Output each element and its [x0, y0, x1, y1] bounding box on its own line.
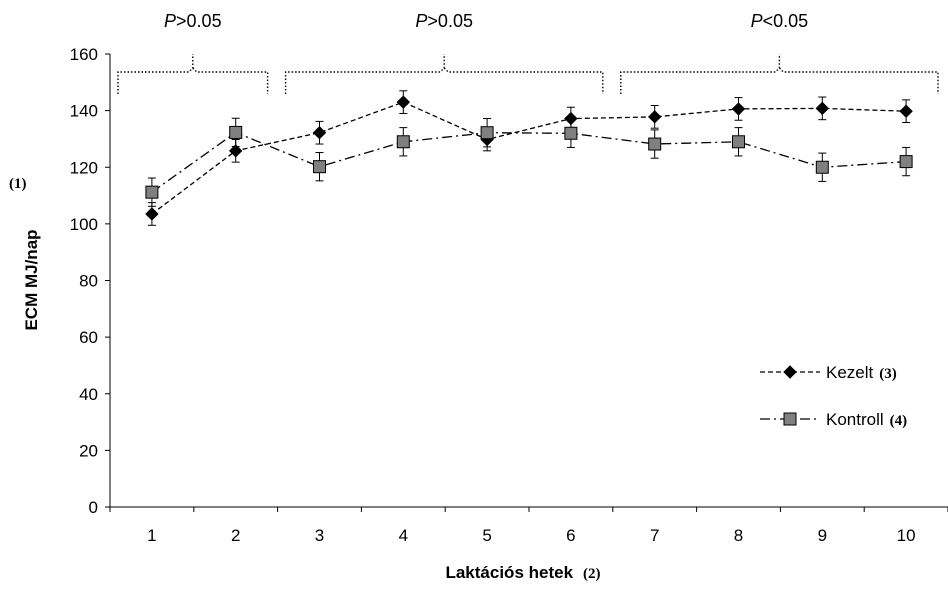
x-tick-label: 10: [897, 526, 916, 545]
p-value-label: P>0.05: [415, 11, 473, 31]
legend-label: Kontroll: [826, 410, 884, 429]
significance-brace: [620, 54, 939, 94]
data-point-kontroll: [815, 160, 829, 174]
y-tick-label: 0: [89, 498, 98, 517]
legend-entry-kezelt: Kezelt (3): [826, 363, 897, 382]
p-value-label: P>0.05: [164, 11, 222, 31]
p-comparison: >0.05: [176, 11, 222, 31]
data-series: [145, 90, 913, 226]
p-letter: P: [751, 11, 763, 31]
data-point-kezelt: [899, 104, 913, 118]
p-comparison: >0.05: [427, 11, 473, 31]
data-point-kezelt: [396, 95, 411, 109]
y-tick-label: 120: [70, 158, 98, 177]
x-tick-label: 8: [734, 526, 743, 545]
p-comparison: <0.05: [763, 11, 809, 31]
significance-brace: [284, 54, 604, 94]
p-letter: P: [415, 11, 427, 31]
data-point-kontroll: [396, 135, 410, 149]
x-tick-labels: 1 2 3 4 5 6 7 8 9 10: [147, 526, 915, 545]
y-tick-label: 40: [79, 385, 98, 404]
x-tick-label: 9: [818, 526, 827, 545]
y-tick-label: 60: [79, 328, 98, 347]
x-tick-label: 7: [650, 526, 659, 545]
y-tick-label: 160: [70, 45, 98, 64]
p-letter: P: [164, 11, 176, 31]
legend-entry-kontroll: Kontroll (4): [826, 410, 907, 429]
data-point-kezelt: [228, 144, 243, 158]
data-point-kontroll: [313, 160, 326, 174]
x-tick-label: 1: [147, 526, 156, 545]
axes: [105, 53, 948, 512]
data-point-kontroll: [899, 155, 913, 169]
x-tick-label: 4: [399, 526, 408, 545]
data-point-kontroll: [564, 126, 578, 140]
y-tick-label: 80: [79, 272, 98, 291]
x-tick-label: 2: [231, 526, 240, 545]
significance-brace: [117, 54, 269, 94]
data-point-kontroll: [145, 185, 159, 199]
x-axis-note: (2): [583, 566, 601, 582]
y-tick-label: 20: [79, 441, 98, 460]
data-point-kontroll: [229, 125, 243, 139]
data-point-kontroll: [648, 137, 662, 151]
y-tick-labels: 0 20 40 60 80 100 120 140 160: [70, 45, 98, 517]
legend: Kezelt (3) Kontroll (4): [760, 363, 907, 429]
legend-marker-kezelt: [783, 365, 797, 379]
x-axis-title: Laktációs hetek: [445, 563, 573, 582]
x-axis-title-group: Laktációs hetek (2): [445, 563, 600, 582]
legend-label: Kezelt: [826, 363, 874, 382]
y-tick-label: 140: [70, 102, 98, 121]
y-axis-title: ECM MJ/nap: [22, 229, 41, 330]
x-tick-label: 6: [566, 526, 575, 545]
x-tick-label: 3: [315, 526, 324, 545]
significance-braces: [117, 54, 939, 94]
p-value-label: P<0.05: [751, 11, 809, 31]
p-value-labels: P>0.05 P>0.05 P<0.05: [164, 11, 808, 31]
data-point-kontroll: [732, 135, 745, 149]
data-point-kezelt: [145, 207, 159, 221]
data-point-kezelt: [815, 101, 830, 116]
legend-marker-kontroll: [783, 412, 797, 426]
legend-note: (3): [879, 366, 897, 382]
x-tick-label: 5: [482, 526, 491, 545]
data-point-kezelt: [647, 110, 662, 124]
data-point-kezelt: [731, 102, 746, 116]
series-line-kontroll: [151, 131, 907, 193]
data-point-kontroll: [480, 126, 494, 140]
series-line-kezelt: [151, 101, 907, 215]
y-axis-note: (1): [9, 176, 27, 192]
data-point-kezelt: [312, 126, 327, 140]
y-tick-label: 100: [70, 215, 98, 234]
legend-note: (4): [890, 413, 908, 429]
